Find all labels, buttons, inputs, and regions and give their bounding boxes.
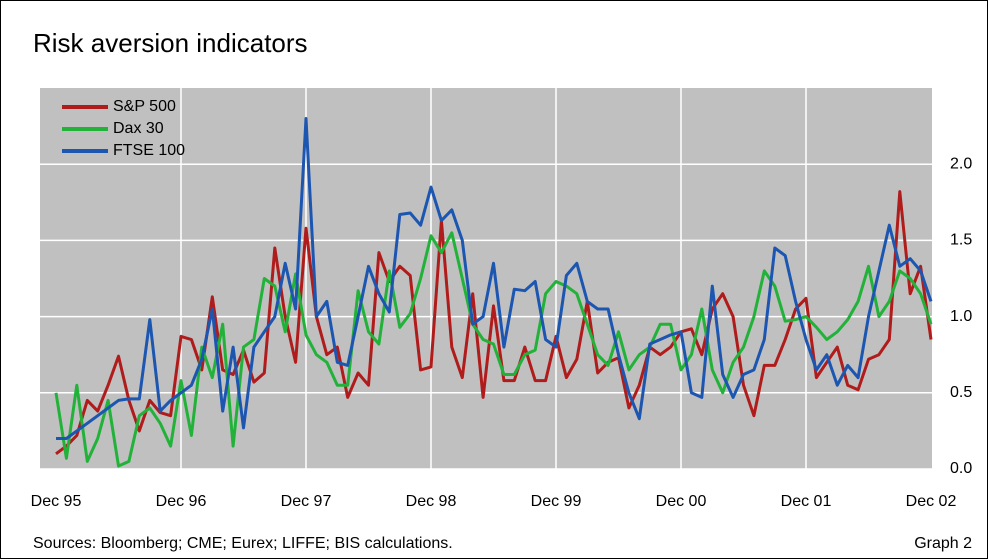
x-tick-label: Dec 01 (781, 493, 832, 510)
legend-label: FTSE 100 (113, 142, 185, 159)
y-tick-label: 2.0 (950, 155, 972, 172)
graph-label: Graph 2 (914, 535, 972, 552)
legend-label: Dax 30 (113, 120, 164, 137)
plot-area (40, 88, 932, 469)
x-tick-label: Dec 98 (406, 493, 457, 510)
y-tick-label: 1.0 (950, 308, 972, 325)
series-line (56, 117, 933, 440)
series-line (54, 231, 933, 468)
footnote: Sources: Bloomberg; CME; Eurex; LIFFE; B… (33, 535, 453, 552)
x-tick-label: Dec 02 (906, 493, 957, 510)
y-tick-label: 0.0 (950, 460, 972, 477)
x-tick-label: Dec 99 (531, 493, 582, 510)
series-line (55, 190, 933, 456)
y-tick-label: 1.5 (950, 232, 972, 249)
y-tick-label: 0.5 (950, 384, 972, 401)
x-tick-label: Dec 00 (656, 493, 707, 510)
x-tick-label: Dec 95 (31, 493, 82, 510)
chart-title: Risk aversion indicators (33, 28, 308, 58)
legend-label: S&P 500 (113, 98, 176, 115)
x-tick-label: Dec 96 (156, 493, 207, 510)
x-tick-label: Dec 97 (281, 493, 332, 510)
